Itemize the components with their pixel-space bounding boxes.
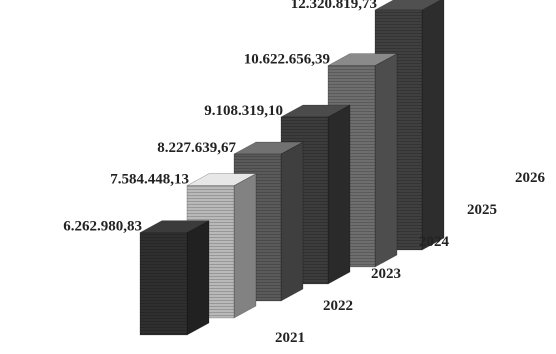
value-label: 8.227.639,67 (157, 140, 236, 156)
bar-side-face (186, 220, 210, 336)
bars-group (139, 0, 445, 336)
bar-side-face (280, 141, 304, 302)
value-labels-group: 6.262.980,83 7.584.448,13 8.227.639,67 9.10… (63, 0, 377, 235)
bar-side-face (374, 53, 398, 268)
year-label: 2026 (515, 170, 546, 186)
year-labels-group: 2021 2022 2023 2024 2025 2026 (275, 170, 546, 346)
bar-side-face (421, 0, 445, 251)
year-label: 2023 (371, 266, 401, 282)
value-label: 10.622.656,39 (244, 52, 330, 68)
value-label: 7.584.448,13 (110, 172, 189, 188)
value-label: 9.108.319,10 (204, 103, 283, 119)
bar-side-face (233, 173, 257, 319)
bar-side-face (327, 104, 351, 285)
bar-front-texture (140, 232, 187, 335)
year-label: 2024 (419, 234, 450, 250)
year-label: 2025 (467, 202, 497, 218)
bar-2021 (139, 220, 210, 336)
year-label: 2022 (323, 298, 353, 314)
value-label: 12.320.819,73 (291, 0, 377, 12)
year-label: 2021 (275, 330, 305, 346)
value-label: 6.262.980,83 (63, 219, 142, 235)
